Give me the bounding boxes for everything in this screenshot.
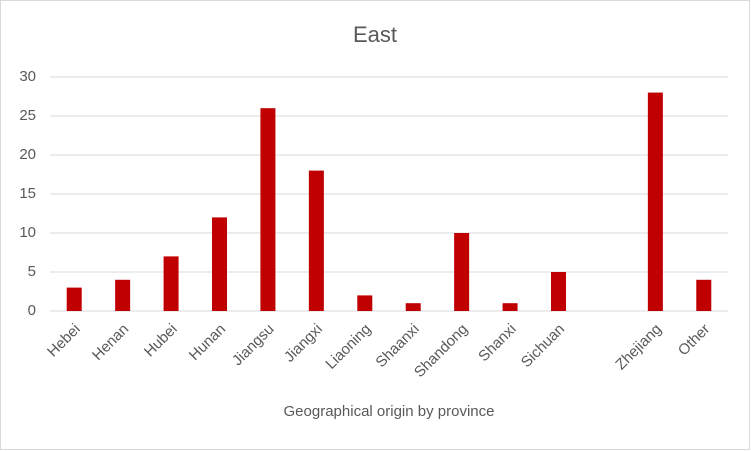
x-axis-label: Geographical origin by province <box>284 403 495 420</box>
bar <box>212 217 227 311</box>
y-tick-label: 25 <box>19 107 36 124</box>
y-tick-label: 10 <box>19 224 36 241</box>
y-tick-label: 20 <box>19 146 36 163</box>
bar <box>163 256 179 311</box>
y-tick-label: 0 <box>28 302 36 319</box>
bar <box>66 287 82 311</box>
bar <box>696 279 712 311</box>
bar <box>405 303 421 311</box>
y-tick-label: 15 <box>19 185 36 202</box>
y-tick-label: 30 <box>19 68 36 85</box>
chart-title: East <box>353 22 397 47</box>
bar <box>308 170 324 311</box>
bar <box>454 233 470 311</box>
y-tick-label: 5 <box>28 263 36 280</box>
bar <box>115 279 131 311</box>
bar <box>502 303 518 311</box>
bar <box>260 108 276 311</box>
bar <box>647 92 663 311</box>
bar <box>357 295 373 311</box>
bar <box>551 272 566 311</box>
